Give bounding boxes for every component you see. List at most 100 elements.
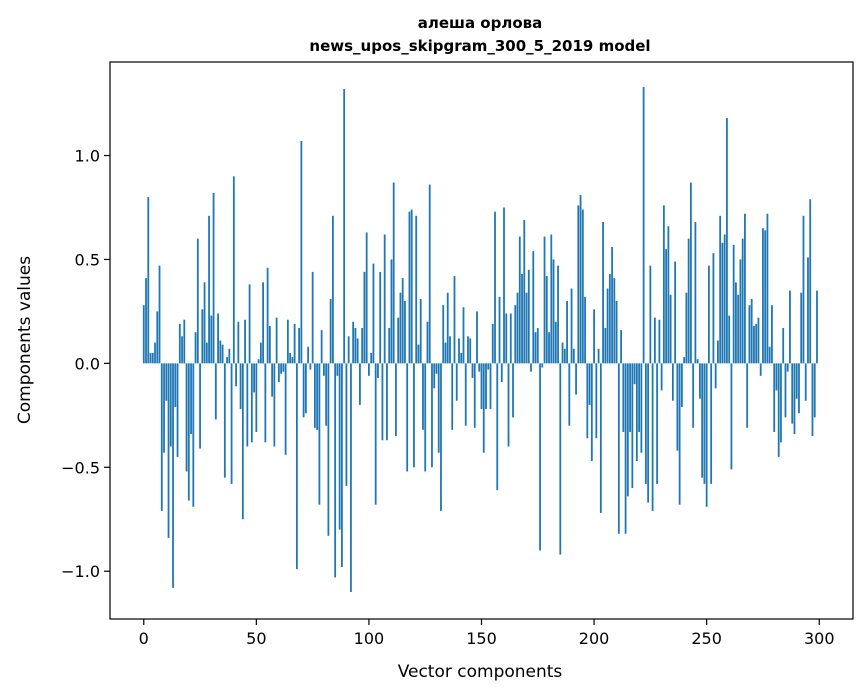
bar-254 bbox=[714, 363, 717, 389]
bar-162 bbox=[507, 363, 510, 447]
bar-77 bbox=[316, 363, 319, 430]
bar-27 bbox=[203, 282, 206, 364]
bar-54 bbox=[264, 363, 267, 443]
bar-103 bbox=[374, 363, 377, 505]
bar-248 bbox=[701, 363, 704, 478]
bar-61 bbox=[280, 363, 283, 374]
bar-221 bbox=[640, 363, 643, 453]
bar-290 bbox=[795, 363, 798, 399]
bar-295 bbox=[807, 257, 809, 364]
bar-232 bbox=[665, 249, 668, 364]
bar-132 bbox=[440, 363, 442, 511]
bar-104 bbox=[377, 363, 379, 378]
bar-283 bbox=[780, 363, 782, 443]
bar-223 bbox=[644, 363, 647, 484]
bar-194 bbox=[579, 195, 582, 364]
bar-261 bbox=[730, 363, 733, 470]
bar-291 bbox=[798, 363, 800, 414]
bar-172 bbox=[530, 363, 532, 372]
bar-109 bbox=[388, 328, 391, 364]
bar-150 bbox=[480, 363, 483, 410]
bar-270 bbox=[750, 298, 753, 364]
bar-207 bbox=[608, 273, 611, 364]
bar-1 bbox=[145, 278, 147, 364]
bar-200 bbox=[593, 309, 595, 364]
bar-276 bbox=[764, 230, 767, 364]
bar-173 bbox=[532, 251, 535, 364]
bar-107 bbox=[383, 234, 386, 364]
bar-146 bbox=[471, 363, 474, 378]
bar-208 bbox=[611, 246, 613, 364]
bar-46 bbox=[246, 363, 249, 447]
bar-50 bbox=[255, 363, 258, 432]
bar-294 bbox=[804, 363, 807, 401]
bar-222 bbox=[642, 86, 645, 364]
bar-29 bbox=[208, 215, 210, 364]
bar-47 bbox=[248, 284, 251, 364]
bar-96 bbox=[359, 363, 361, 405]
bar-241 bbox=[685, 292, 688, 364]
bar-274 bbox=[759, 363, 762, 376]
bar-42 bbox=[237, 321, 240, 364]
bar-19 bbox=[185, 363, 188, 472]
bar-154 bbox=[489, 363, 492, 410]
bar-213 bbox=[622, 363, 625, 432]
bar-159 bbox=[500, 363, 503, 383]
bar-65 bbox=[289, 352, 292, 364]
bar-8 bbox=[160, 363, 163, 511]
bar-282 bbox=[777, 363, 780, 457]
bar-180 bbox=[548, 332, 550, 364]
bars-group bbox=[142, 86, 818, 592]
chart-subtitle: news_upos_skipgram_300_5_2019 model bbox=[309, 37, 650, 55]
bar-252 bbox=[710, 363, 713, 484]
bar-279 bbox=[771, 305, 773, 364]
bar-82 bbox=[327, 363, 330, 536]
bar-74 bbox=[309, 363, 312, 370]
bar-136 bbox=[449, 336, 451, 364]
y-tick-label-1: −0.5 bbox=[61, 458, 100, 477]
bar-262 bbox=[732, 244, 735, 364]
bar-179 bbox=[545, 276, 548, 364]
bar-120 bbox=[413, 363, 415, 468]
bar-212 bbox=[620, 330, 622, 364]
bar-231 bbox=[662, 205, 665, 364]
bar-142 bbox=[462, 307, 465, 364]
bar-118 bbox=[408, 211, 411, 364]
bar-21 bbox=[190, 363, 192, 435]
x-tick-label-0: 0 bbox=[139, 629, 149, 648]
bar-67 bbox=[293, 323, 296, 364]
bar-152 bbox=[485, 363, 487, 410]
bar-71 bbox=[302, 363, 305, 418]
bar-87 bbox=[338, 363, 341, 530]
bar-224 bbox=[647, 363, 650, 503]
bar-117 bbox=[406, 363, 409, 472]
bar-281 bbox=[775, 363, 778, 391]
bar-56 bbox=[268, 325, 271, 364]
bar-299 bbox=[816, 290, 818, 364]
bar-80 bbox=[322, 363, 325, 376]
bar-165 bbox=[514, 305, 517, 364]
bar-99 bbox=[365, 232, 368, 364]
bar-236 bbox=[674, 261, 677, 364]
bar-168 bbox=[521, 273, 523, 364]
bar-20 bbox=[187, 363, 190, 501]
bar-44 bbox=[241, 363, 244, 520]
bar-28 bbox=[205, 342, 208, 364]
bar-51 bbox=[257, 359, 260, 364]
bar-196 bbox=[584, 296, 586, 364]
bar-280 bbox=[773, 363, 776, 432]
bar-240 bbox=[683, 357, 686, 364]
bar-72 bbox=[304, 363, 307, 414]
bar-268 bbox=[746, 363, 749, 428]
bar-258 bbox=[723, 234, 726, 364]
bar-83 bbox=[329, 298, 332, 364]
bar-273 bbox=[757, 317, 760, 364]
bar-108 bbox=[386, 363, 388, 441]
bar-23 bbox=[194, 332, 197, 364]
y-axis: −1.0 −0.5 0.0 0.5 1.0 bbox=[61, 147, 110, 581]
bar-275 bbox=[762, 228, 764, 364]
bar-206 bbox=[606, 288, 609, 364]
bar-209 bbox=[613, 278, 616, 364]
bar-92 bbox=[350, 363, 352, 592]
